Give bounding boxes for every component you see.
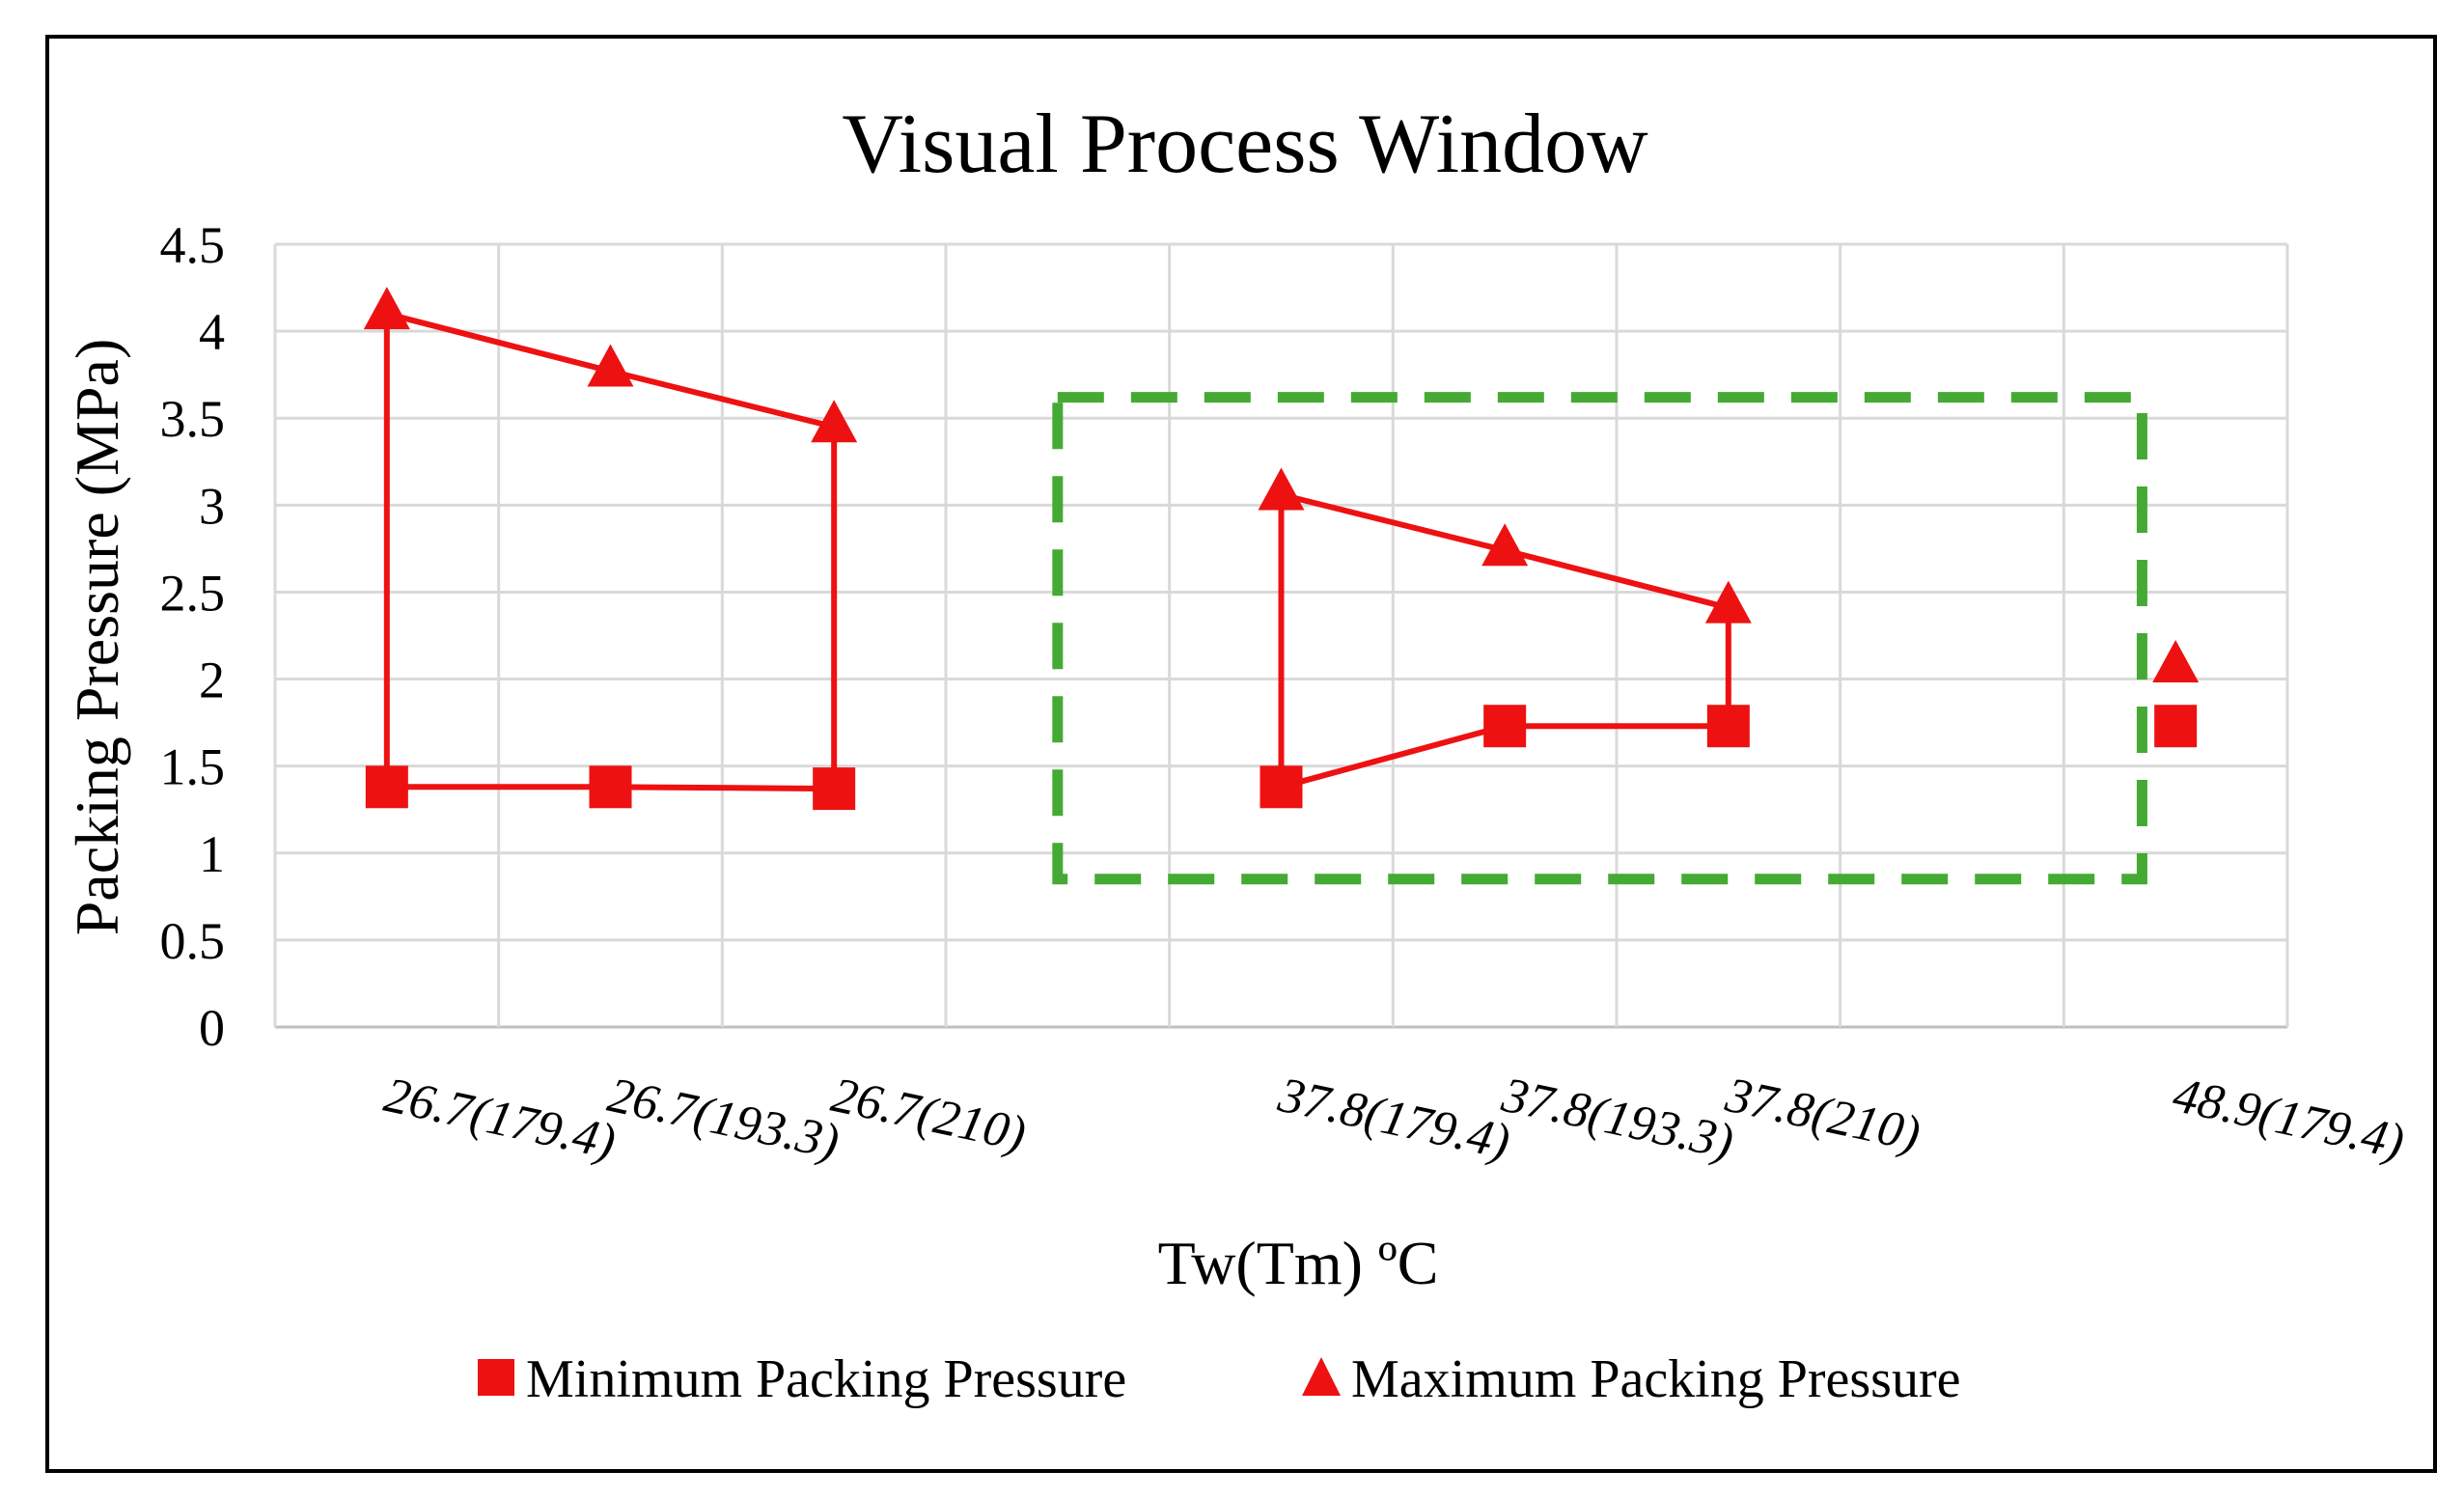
series-markers <box>363 287 2200 811</box>
chart-title: Visual Process Window <box>842 97 1648 191</box>
legend: Minimum Packing Pressure Maximum Packing… <box>478 1349 1960 1409</box>
max-pressure-marker <box>1258 467 1305 511</box>
max-pressure-marker <box>2152 639 2200 682</box>
x-axis-label: Tw(Tm) ºC <box>1158 1229 1439 1297</box>
grid <box>273 242 2289 1029</box>
y-tick-label: 2 <box>199 652 225 709</box>
highlight-box <box>1052 392 2147 885</box>
max-series-line <box>609 368 835 430</box>
y-tick-label: 4.5 <box>160 216 226 274</box>
min-pressure-marker <box>1483 705 1527 748</box>
y-tick-label: 1 <box>199 825 225 883</box>
y-tick-label: 0.5 <box>160 912 226 970</box>
y-tick-label: 3 <box>199 477 225 535</box>
chart-frame <box>45 35 2437 1473</box>
min-series-line <box>1280 723 1506 791</box>
max-pressure-marker <box>811 400 858 443</box>
max-series-line <box>1504 547 1730 611</box>
min-pressure-marker <box>365 765 408 809</box>
y-tick-label: 2.5 <box>160 564 226 622</box>
y-axis-ticks: 0 0.5 1 1.5 2 2.5 3 3.5 4 4.5 <box>160 216 226 1057</box>
y-tick-label: 4 <box>199 303 225 361</box>
min-pressure-marker <box>1260 765 1303 809</box>
highlight-box-layer <box>1052 392 2147 885</box>
legend-square-marker <box>478 1359 514 1396</box>
legend-label-min: Minimum Packing Pressure <box>526 1349 1126 1409</box>
legend-label-max: Maximum Packing Pressure <box>1351 1349 1960 1409</box>
y-axis-label: Packing Pressure (MPa) <box>63 339 131 936</box>
min-series-line <box>610 784 835 792</box>
max-series-line <box>1280 491 1506 554</box>
max-pressure-marker <box>363 287 410 330</box>
min-pressure-marker <box>2154 705 2198 748</box>
max-pressure-marker <box>1481 523 1529 567</box>
min-pressure-marker <box>589 765 632 809</box>
min-pressure-marker <box>1706 705 1750 748</box>
y-tick-label: 0 <box>199 999 225 1057</box>
y-tick-label: 1.5 <box>160 738 226 796</box>
min-pressure-marker <box>813 767 856 811</box>
max-series-line <box>386 311 612 375</box>
legend-triangle-marker <box>1302 1357 1341 1396</box>
legend-item-min: Minimum Packing Pressure <box>478 1349 1126 1409</box>
y-tick-label: 3.5 <box>160 390 226 448</box>
max-pressure-marker <box>587 344 634 387</box>
max-pressure-marker <box>1704 580 1752 624</box>
legend-item-max: Maximum Packing Pressure <box>1302 1349 1960 1409</box>
